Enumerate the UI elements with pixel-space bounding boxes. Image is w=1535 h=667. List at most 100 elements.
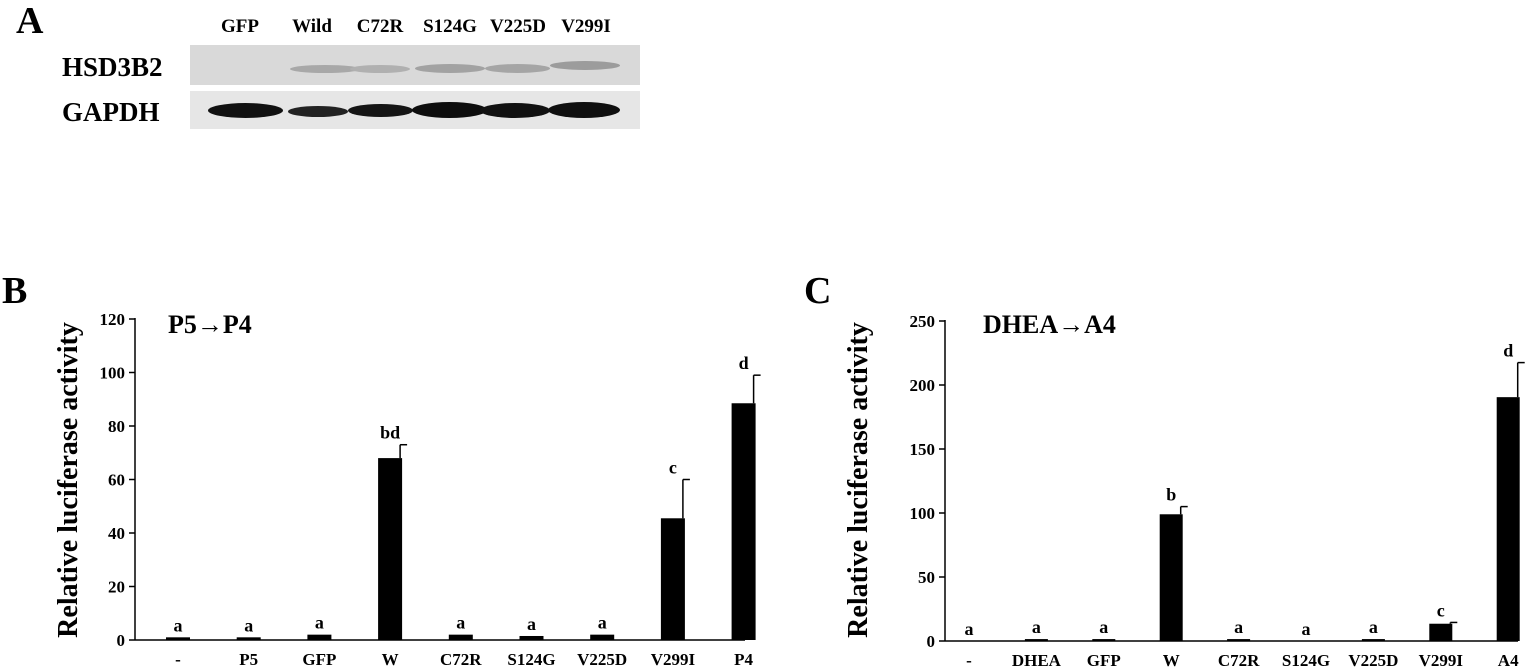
c-sig-letter-gfp-2: a [1099, 617, 1108, 637]
blot-row-label-gapdh: GAPDH [62, 97, 160, 127]
blot-lane-label-gfp: GFP [221, 16, 259, 37]
b-sig-letter-gfp-2: a [315, 613, 324, 633]
chart-c-y-ticks: 0 50 100 150 200 250 [910, 312, 945, 651]
c-xtick-label-v299i-7: V299I [1419, 651, 1464, 667]
b-ytick-label-80: 80 [108, 417, 125, 436]
blot-lane-label-wild: Wild [292, 16, 332, 37]
c-bar-v225d-6 [1361, 639, 1385, 641]
panel-c-letter: C [804, 270, 832, 312]
c-sig-letter-v225d-6: a [1369, 617, 1378, 637]
b-xtick-label-w-3: W [382, 650, 399, 667]
c-xtick-label-w-3: W [1163, 651, 1180, 667]
blot-lane-label-s124g: S124G [423, 16, 477, 37]
c-sig-letter-c72r-4: a [1234, 617, 1243, 637]
hsd3b2-band-wild [290, 65, 360, 73]
b-ytick-label-100: 100 [100, 364, 126, 383]
b-ytick-label-0: 0 [117, 631, 126, 650]
c-sig-letter-v299i-7: c [1437, 600, 1445, 620]
c-ytick-label-50: 50 [918, 568, 935, 587]
b-xtick-label-p5-1: P5 [239, 650, 258, 667]
c-bar-w-3 [1159, 514, 1183, 641]
b-bar-none-0 [166, 637, 190, 640]
c-sig-letter-w-3: b [1166, 485, 1176, 505]
c-sig-letter-dhea-1: a [1032, 617, 1041, 637]
chart-b-y-ticks: 0 20 40 60 80 100 120 [100, 310, 135, 650]
c-sig-letter-a4-8: d [1503, 341, 1513, 361]
blot-lane-label-c72r: C72R [356, 16, 404, 37]
chart-c-x-labels: - DHEA GFP W C72R S124G V225D V299I A4 [966, 651, 1519, 667]
c-xtick-label-none-0: - [966, 651, 972, 667]
chart-b-ylabel: Relative luciferase activity [53, 322, 84, 638]
c-bar-c72r-4 [1227, 639, 1251, 641]
b-bar-c72r-4 [448, 634, 473, 640]
b-ytick-label-40: 40 [108, 524, 125, 543]
hsd3b2-band-c72r [350, 65, 410, 73]
hsd3b2-band-s124g [415, 64, 485, 73]
c-bar-dhea-1 [1024, 639, 1048, 641]
c-xtick-label-c72r-4: C72R [1218, 651, 1260, 667]
chart-b-title: P5→P4 [168, 310, 252, 339]
b-sig-letter-v299i-7: c [669, 458, 677, 478]
chart-b-bars: a a a bd a a a c d [166, 353, 761, 640]
b-sig-letter-v225d-6: a [598, 613, 607, 633]
blot-lane-label-v299i: V299I [561, 16, 611, 37]
b-bar-w-3 [378, 458, 403, 640]
b-xtick-label-gfp-2: GFP [302, 650, 336, 667]
gapdh-band-gfp [208, 103, 283, 118]
b-xtick-label-v299i-7: V299I [651, 650, 696, 667]
c-xtick-label-v225d-6: V225D [1348, 651, 1398, 667]
hsd3b2-band-v299i [550, 61, 620, 70]
b-ytick-label-20: 20 [108, 578, 125, 597]
chart-c-title: DHEA→A4 [983, 310, 1116, 339]
c-xtick-label-a4-8: A4 [1498, 651, 1519, 667]
c-ytick-label-200: 200 [910, 376, 936, 395]
c-ytick-label-0: 0 [927, 632, 936, 651]
gapdh-band-s124g [412, 102, 487, 118]
b-xtick-label-v225d-6: V225D [577, 650, 627, 667]
gapdh-band-wild [288, 106, 348, 117]
gapdh-band-v225d [480, 103, 550, 118]
gapdh-band-v299i [548, 102, 620, 118]
b-xtick-label-s124g-5: S124G [507, 650, 555, 667]
gapdh-band-c72r [348, 104, 413, 117]
b-bar-p4-8 [731, 403, 756, 640]
b-bar-v299i-7 [660, 518, 685, 640]
b-sig-letter-p4-8: d [739, 353, 749, 373]
blot-lane-label-v225d: V225D [490, 16, 546, 37]
b-bar-p5-1 [236, 637, 261, 640]
chart-c-ylabel: Relative luciferase activity [843, 322, 874, 638]
c-ytick-label-150: 150 [910, 440, 936, 459]
c-xtick-label-s124g-5: S124G [1282, 651, 1330, 667]
b-xtick-label-none-0: - [175, 650, 181, 667]
b-ytick-label-120: 120 [100, 310, 126, 329]
c-ytick-label-250: 250 [910, 312, 936, 331]
panel-a-letter: A [16, 0, 44, 42]
b-sig-letter-w-3: bd [380, 423, 400, 443]
b-bar-v225d-6 [590, 634, 615, 640]
panel-b-letter: B [2, 270, 28, 312]
chart-c-axes [944, 320, 1518, 642]
b-bar-s124g-5 [519, 635, 544, 640]
hsd3b2-band-v225d [485, 64, 550, 73]
b-sig-letter-c72r-4: a [456, 613, 465, 633]
chart-c-bars: a a a b a a a c d [965, 341, 1525, 641]
b-xtick-label-c72r-4: C72R [440, 650, 482, 667]
c-xtick-label-dhea-1: DHEA [1012, 651, 1062, 667]
c-ytick-label-100: 100 [910, 504, 936, 523]
b-bar-gfp-2 [307, 634, 332, 640]
b-sig-letter-none-0: a [174, 615, 183, 635]
c-sig-letter-none-0: a [965, 619, 974, 639]
c-xtick-label-gfp-2: GFP [1087, 651, 1121, 667]
chart-b-x-labels: - P5 GFP W C72R S124G V225D V299I P4 [175, 650, 753, 667]
blot-row-label-hsd3b2: HSD3B2 [62, 52, 163, 82]
gapdh-blot-strip [190, 91, 640, 129]
b-ytick-label-60: 60 [108, 471, 125, 490]
b-sig-letter-s124g-5: a [527, 614, 536, 634]
hsd3b2-blot-strip [190, 45, 640, 85]
c-sig-letter-s124g-5: a [1302, 619, 1311, 639]
b-xtick-label-p4-8: P4 [734, 650, 753, 667]
c-bar-gfp-2 [1092, 639, 1116, 641]
b-sig-letter-p5-1: a [244, 615, 253, 635]
